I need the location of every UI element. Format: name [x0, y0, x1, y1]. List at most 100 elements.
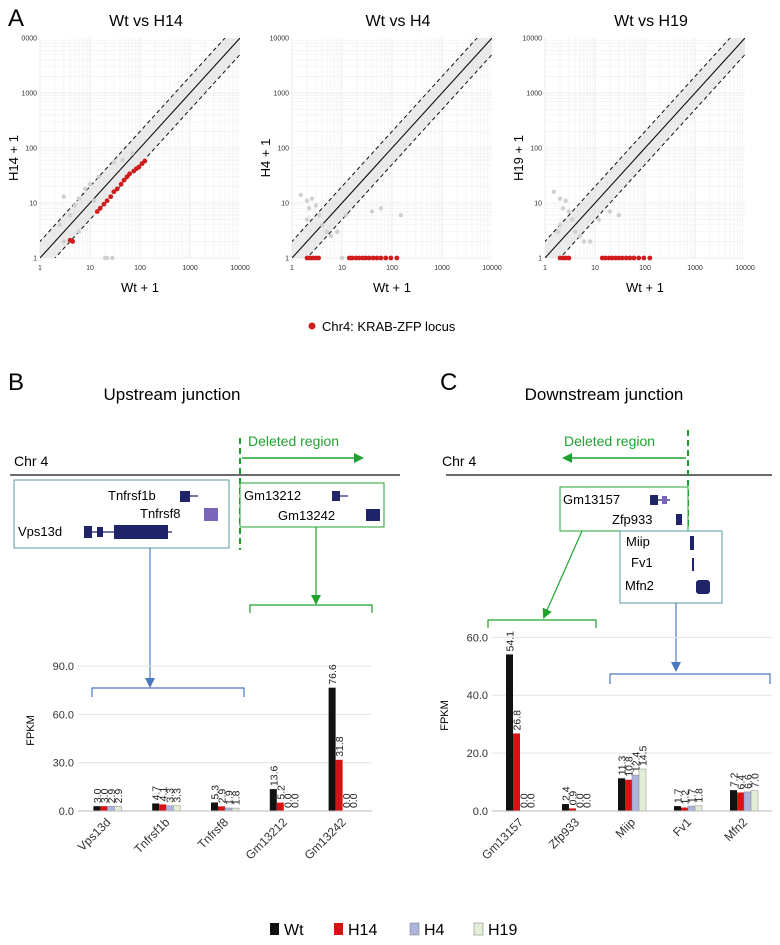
scatter-y-tick-label: 10	[29, 201, 37, 208]
scatter-point-krab	[349, 255, 355, 261]
bar-value-label: 54.1	[505, 631, 517, 652]
bar-value-label: 3.3	[165, 788, 177, 803]
scatter-y-tick-label: 100	[25, 146, 37, 153]
bar-h14	[276, 802, 284, 811]
panel-label-a: A	[8, 5, 24, 32]
scatter-point-other	[560, 206, 566, 211]
gene-model-vps13d-exon	[84, 526, 92, 538]
legend-swatch-h19	[473, 922, 484, 936]
legend-swatch-wt	[270, 923, 279, 935]
bar-category-label: Zfp933	[546, 815, 583, 852]
bar-value-label: 3.0	[99, 788, 111, 803]
scatter-point-krab	[374, 255, 380, 261]
bar-charts: 0.030.060.090.0FPKM3.03.02.92.9Vps13d4.7…	[25, 631, 772, 862]
bar-h4	[743, 791, 752, 812]
scatter-point-krab	[136, 164, 142, 170]
scatter-point-other	[87, 181, 93, 187]
scatter-band-group	[292, 38, 492, 258]
bar-y-tick-label: 20.0	[467, 748, 488, 760]
scatter-point-krab	[623, 255, 629, 261]
scatter-point-krab	[121, 177, 127, 183]
scatter-y-tick-label: 10000	[523, 36, 543, 43]
scatter-point-other	[57, 222, 63, 228]
scatter-y-tick-label: 100	[530, 146, 542, 153]
bar-category-label: Vps13d	[75, 815, 114, 854]
scatter-point-krab	[627, 255, 633, 261]
scatter-point-other	[607, 209, 613, 214]
panel-c-blue-bracket	[609, 673, 771, 684]
scatter-x-tick-label: 10	[86, 265, 94, 272]
scatter-identity-line	[40, 38, 240, 258]
bar-value-label: 31.8	[334, 736, 346, 757]
bar-value-label: 5.3	[210, 785, 222, 800]
bar-h14	[100, 806, 108, 811]
gene-model-tnfrsf8	[204, 508, 218, 521]
bar-category-label: Fv1	[670, 815, 694, 839]
scatter-y-axis-label: H4 + 1	[258, 139, 273, 178]
scatter-point-krab	[378, 255, 384, 261]
scatter-point-krab	[108, 194, 114, 200]
scatter-point-krab	[111, 189, 117, 195]
scatter-point-krab	[602, 255, 608, 261]
bar-y-tick-label: 90.0	[53, 661, 74, 673]
bar-wt	[562, 804, 569, 811]
bar-value-label: 1.8	[231, 790, 243, 805]
scatter-point-other	[328, 233, 334, 239]
scatter-y-tick-label: 1000	[526, 91, 542, 98]
bar-category-label: Tnfrsf1b	[131, 815, 172, 856]
bar-value-label: 7.2	[729, 772, 741, 787]
scatter-point-krab	[619, 255, 625, 261]
scatter-x-axis-label: Wt + 1	[121, 280, 159, 295]
gene-label-vps13d: Vps13d	[18, 524, 62, 539]
scatter-y-tick-label: 1	[33, 256, 37, 263]
scatter-band-group	[545, 38, 745, 258]
scatter-x-tick-label: 1000	[434, 265, 450, 272]
legend-label-h4: H4	[424, 922, 445, 939]
bar-wt	[211, 802, 218, 811]
scatter-point-krab	[647, 255, 653, 261]
bar-chart-4: 0.020.040.060.0FPKM54.126.80.00.0Gm13157…	[439, 631, 772, 862]
scatter-point-krab	[97, 205, 103, 211]
scatter-point-other	[111, 160, 117, 165]
gene-label-fv1: Fv1	[631, 555, 653, 570]
scatter-point-other	[298, 192, 304, 198]
panel-c-green-connector	[542, 530, 583, 619]
bar-value-label: 2.9	[113, 789, 125, 804]
scatter-y-tick-label: 10	[281, 201, 289, 208]
scatter-x-tick-label: 100	[386, 265, 398, 272]
legend-marker-krab	[308, 322, 316, 330]
bar-value-label: 26.8	[512, 710, 524, 731]
scatter-point-other	[306, 206, 312, 211]
bar-h19	[172, 805, 181, 812]
scatter-point-other	[557, 196, 563, 201]
legend-label-h19: H19	[488, 922, 517, 939]
bar-value-label: 0.0	[526, 793, 538, 808]
scatter-point-other	[110, 255, 115, 261]
scatter-y-tick-label: 1	[285, 256, 289, 263]
scatter-x-tick-label: 10000	[735, 265, 755, 272]
scatter-point-krab	[142, 158, 148, 164]
gene-model-gm13242	[366, 509, 380, 521]
bar-h14	[737, 792, 744, 811]
scatter-band-group	[40, 38, 240, 258]
bar-category-label: Mfn2	[721, 815, 750, 844]
bar-h19	[638, 768, 647, 812]
bar-value-label: 12.4	[631, 752, 643, 773]
scatter-point-krab	[609, 255, 615, 261]
scatter-x-tick-label: 10000	[482, 265, 502, 272]
panel-b-deleted-label: Deleted region	[248, 433, 339, 449]
scatter-y-tick-label: 10	[534, 201, 542, 208]
legend-label-krab: Chr4: KRAB-ZFP locus	[322, 319, 456, 334]
scatter-point-other	[309, 196, 315, 201]
scatter-point-krab	[394, 255, 400, 261]
scatter-point-other	[563, 198, 568, 203]
scatter-identity-line	[292, 38, 492, 258]
scatter-point-other	[398, 213, 404, 218]
scatter-y-axis-label: H14 + 1	[6, 135, 21, 181]
scatter-identity-line	[545, 38, 745, 258]
bar-h14	[569, 808, 576, 811]
bar-category-label: Gm13157	[479, 815, 526, 862]
bar-value-label: 4.1	[158, 787, 170, 802]
legend-label-h14: H14	[348, 922, 377, 939]
gene-label-tnfrsf8: Tnfrsf8	[140, 506, 180, 521]
